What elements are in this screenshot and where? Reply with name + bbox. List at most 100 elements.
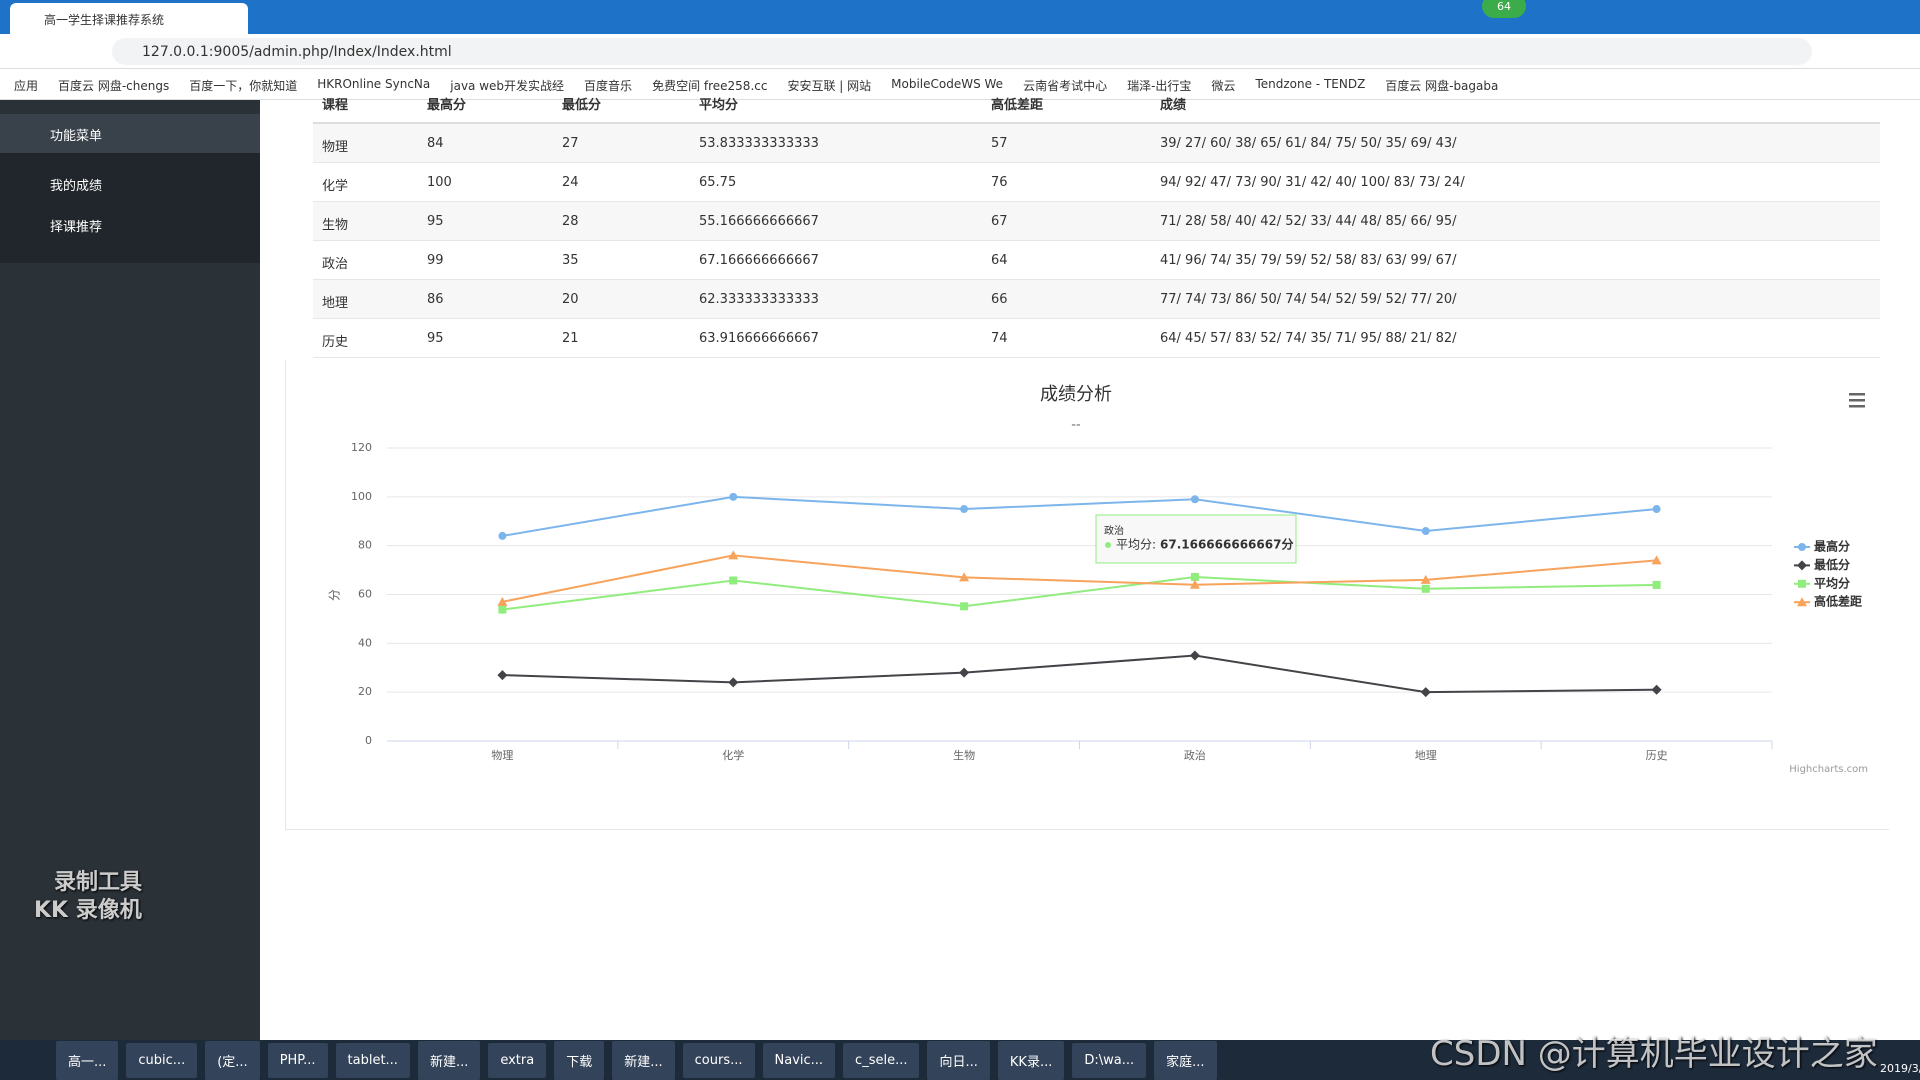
bookmark[interactable]: java web开发实战经 (450, 79, 565, 93)
address-bar: 127.0.0.1:9005/admin.php/Index/Index.htm… (0, 34, 1920, 69)
marker (729, 576, 738, 585)
table-row (313, 280, 1880, 319)
series-line (502, 654, 1657, 694)
tooltip-label: 平均分: (1116, 538, 1156, 552)
marker (1651, 555, 1662, 565)
tooltip-box (1095, 514, 1297, 564)
table-cell: 66 (991, 292, 1008, 307)
marker (498, 531, 507, 540)
bookmark[interactable]: 云南省考试中心 (1023, 79, 1108, 93)
badge: 64 (1482, 0, 1526, 18)
legend-label[interactable]: 高低差距 (1814, 594, 1862, 609)
submenu: 我的成绩 择课推荐 (0, 153, 260, 263)
column-header: 高低差距 (991, 98, 1044, 113)
menu-item[interactable]: 择课推荐 (50, 220, 103, 235)
bookmark[interactable]: Tendzone - TENDZ (1255, 77, 1366, 91)
bookmark[interactable]: 免费空间 free258.cc (652, 79, 768, 93)
table-cell: 64 (991, 253, 1008, 268)
bookmark[interactable]: 百度云 网盘-bagaba (1385, 79, 1499, 93)
taskbar-item[interactable]: 新建... (612, 1040, 675, 1080)
marker (728, 550, 739, 560)
y-axis-title: 分 (328, 589, 342, 601)
taskbar-item[interactable]: tablet... (335, 1042, 410, 1078)
column-header: 最低分 (562, 98, 602, 113)
table-row (313, 124, 1880, 163)
table-cell: 化学 (322, 179, 349, 194)
marker (729, 492, 738, 501)
taskbar-item[interactable]: PHP... (267, 1042, 328, 1078)
column-header: 平均分 (699, 98, 739, 113)
x-tick-label: 化学 (722, 748, 744, 762)
bookmark[interactable]: 微云 (1211, 79, 1236, 93)
legend-label[interactable]: 最低分 (1814, 557, 1850, 572)
table-cell: 政治 (322, 257, 349, 272)
taskbar-item[interactable]: cours... (682, 1042, 755, 1078)
x-tick-label: 地理 (1415, 749, 1437, 762)
taskbar-item[interactable]: c_sele... (843, 1042, 920, 1078)
menu-item[interactable]: 我的成绩 (50, 179, 103, 194)
bookmarks-bar: 应用 百度云 网盘-chengs 百度一下，你就知道 HKROnline SyncNa… (0, 69, 1920, 100)
table-cell: 62.333333333333 (699, 292, 819, 307)
table-cell: 28 (562, 214, 579, 229)
x-tick-label: 历史 (1646, 749, 1668, 762)
marker (1797, 597, 1807, 607)
taskbar-item[interactable]: 新建... (417, 1040, 481, 1080)
taskbar-item[interactable]: 向日... (927, 1040, 990, 1080)
watermark: 录制工具 (54, 870, 143, 895)
taskbar-item[interactable]: 下载 (554, 1040, 605, 1080)
marker (960, 505, 969, 514)
table-cell: 95 (427, 331, 444, 346)
bookmark[interactable]: HKROnline SyncNa (317, 77, 431, 91)
taskbar-item[interactable]: extra (488, 1042, 547, 1078)
marker (959, 572, 970, 582)
tooltip-title: 政治 (1104, 524, 1124, 537)
y-tick-label: 40 (358, 636, 372, 649)
y-tick-label: 120 (351, 441, 372, 454)
menu-icon[interactable] (1849, 405, 1865, 408)
url[interactable]: 127.0.0.1:9005/admin.php/Index/Index.htm… (112, 38, 1812, 65)
menu-icon[interactable] (1849, 393, 1865, 396)
chart-title: 成绩分析 (1040, 384, 1112, 405)
table-cell: 65.75 (699, 175, 737, 190)
tab-bar: 高一学生择课推荐系统 64 (0, 0, 1920, 34)
marker (1421, 584, 1430, 593)
tooltip-value: 67.166666666667分 (1160, 537, 1293, 552)
menu-header[interactable]: 功能菜单 (0, 114, 260, 153)
tooltip-dot (1105, 542, 1111, 548)
bookmark[interactable]: 百度云 网盘-chengs (58, 79, 170, 93)
bookmark[interactable]: MobileCodeWS We (891, 77, 1004, 91)
taskbar-item[interactable]: 家庭... (1154, 1040, 1217, 1080)
x-tick-label: 生物 (953, 748, 975, 762)
table-cell: 20 (562, 292, 579, 307)
bookmark[interactable]: 百度一下，你就知道 (189, 79, 298, 93)
table-row (313, 202, 1880, 241)
marker (1190, 495, 1199, 504)
table-cell: 55.166666666667 (699, 214, 819, 229)
table-cell: 35 (562, 253, 579, 268)
taskbar-item[interactable]: cubic... (126, 1042, 198, 1078)
bookmark[interactable]: 应用 (14, 79, 39, 93)
table-cell: 99 (427, 253, 444, 268)
y-tick-label: 60 (358, 588, 372, 601)
bookmark[interactable]: 百度音乐 (584, 79, 633, 93)
table-cell: 86 (427, 292, 444, 307)
marker (498, 605, 507, 614)
bookmark[interactable]: 瑞泽-出行宝 (1127, 79, 1192, 93)
marker (959, 667, 970, 678)
browser-tab[interactable]: 高一学生择课推荐系统 (10, 3, 248, 34)
bookmark[interactable]: 安安互联 | 网站 (787, 79, 872, 93)
taskbar-item[interactable]: (定... (205, 1040, 260, 1080)
taskbar-item[interactable]: 高一... (56, 1040, 119, 1080)
sidebar: 功能菜单 我的成绩 择课推荐 录制工具 KK 录像机 (0, 100, 260, 1040)
chart-panel (285, 360, 1889, 830)
legend-label[interactable]: 最高分 (1814, 539, 1850, 554)
legend-label[interactable]: 平均分 (1814, 575, 1850, 590)
menu-icon[interactable] (1849, 399, 1865, 402)
taskbar-item[interactable]: D:\wa... (1072, 1042, 1147, 1078)
table-row (313, 163, 1880, 202)
taskbar-item[interactable]: Navic... (762, 1042, 836, 1078)
x-tick-label: 政治 (1184, 748, 1206, 762)
y-tick-label: 80 (358, 539, 372, 552)
taskbar-item[interactable]: KK录... (997, 1040, 1065, 1080)
